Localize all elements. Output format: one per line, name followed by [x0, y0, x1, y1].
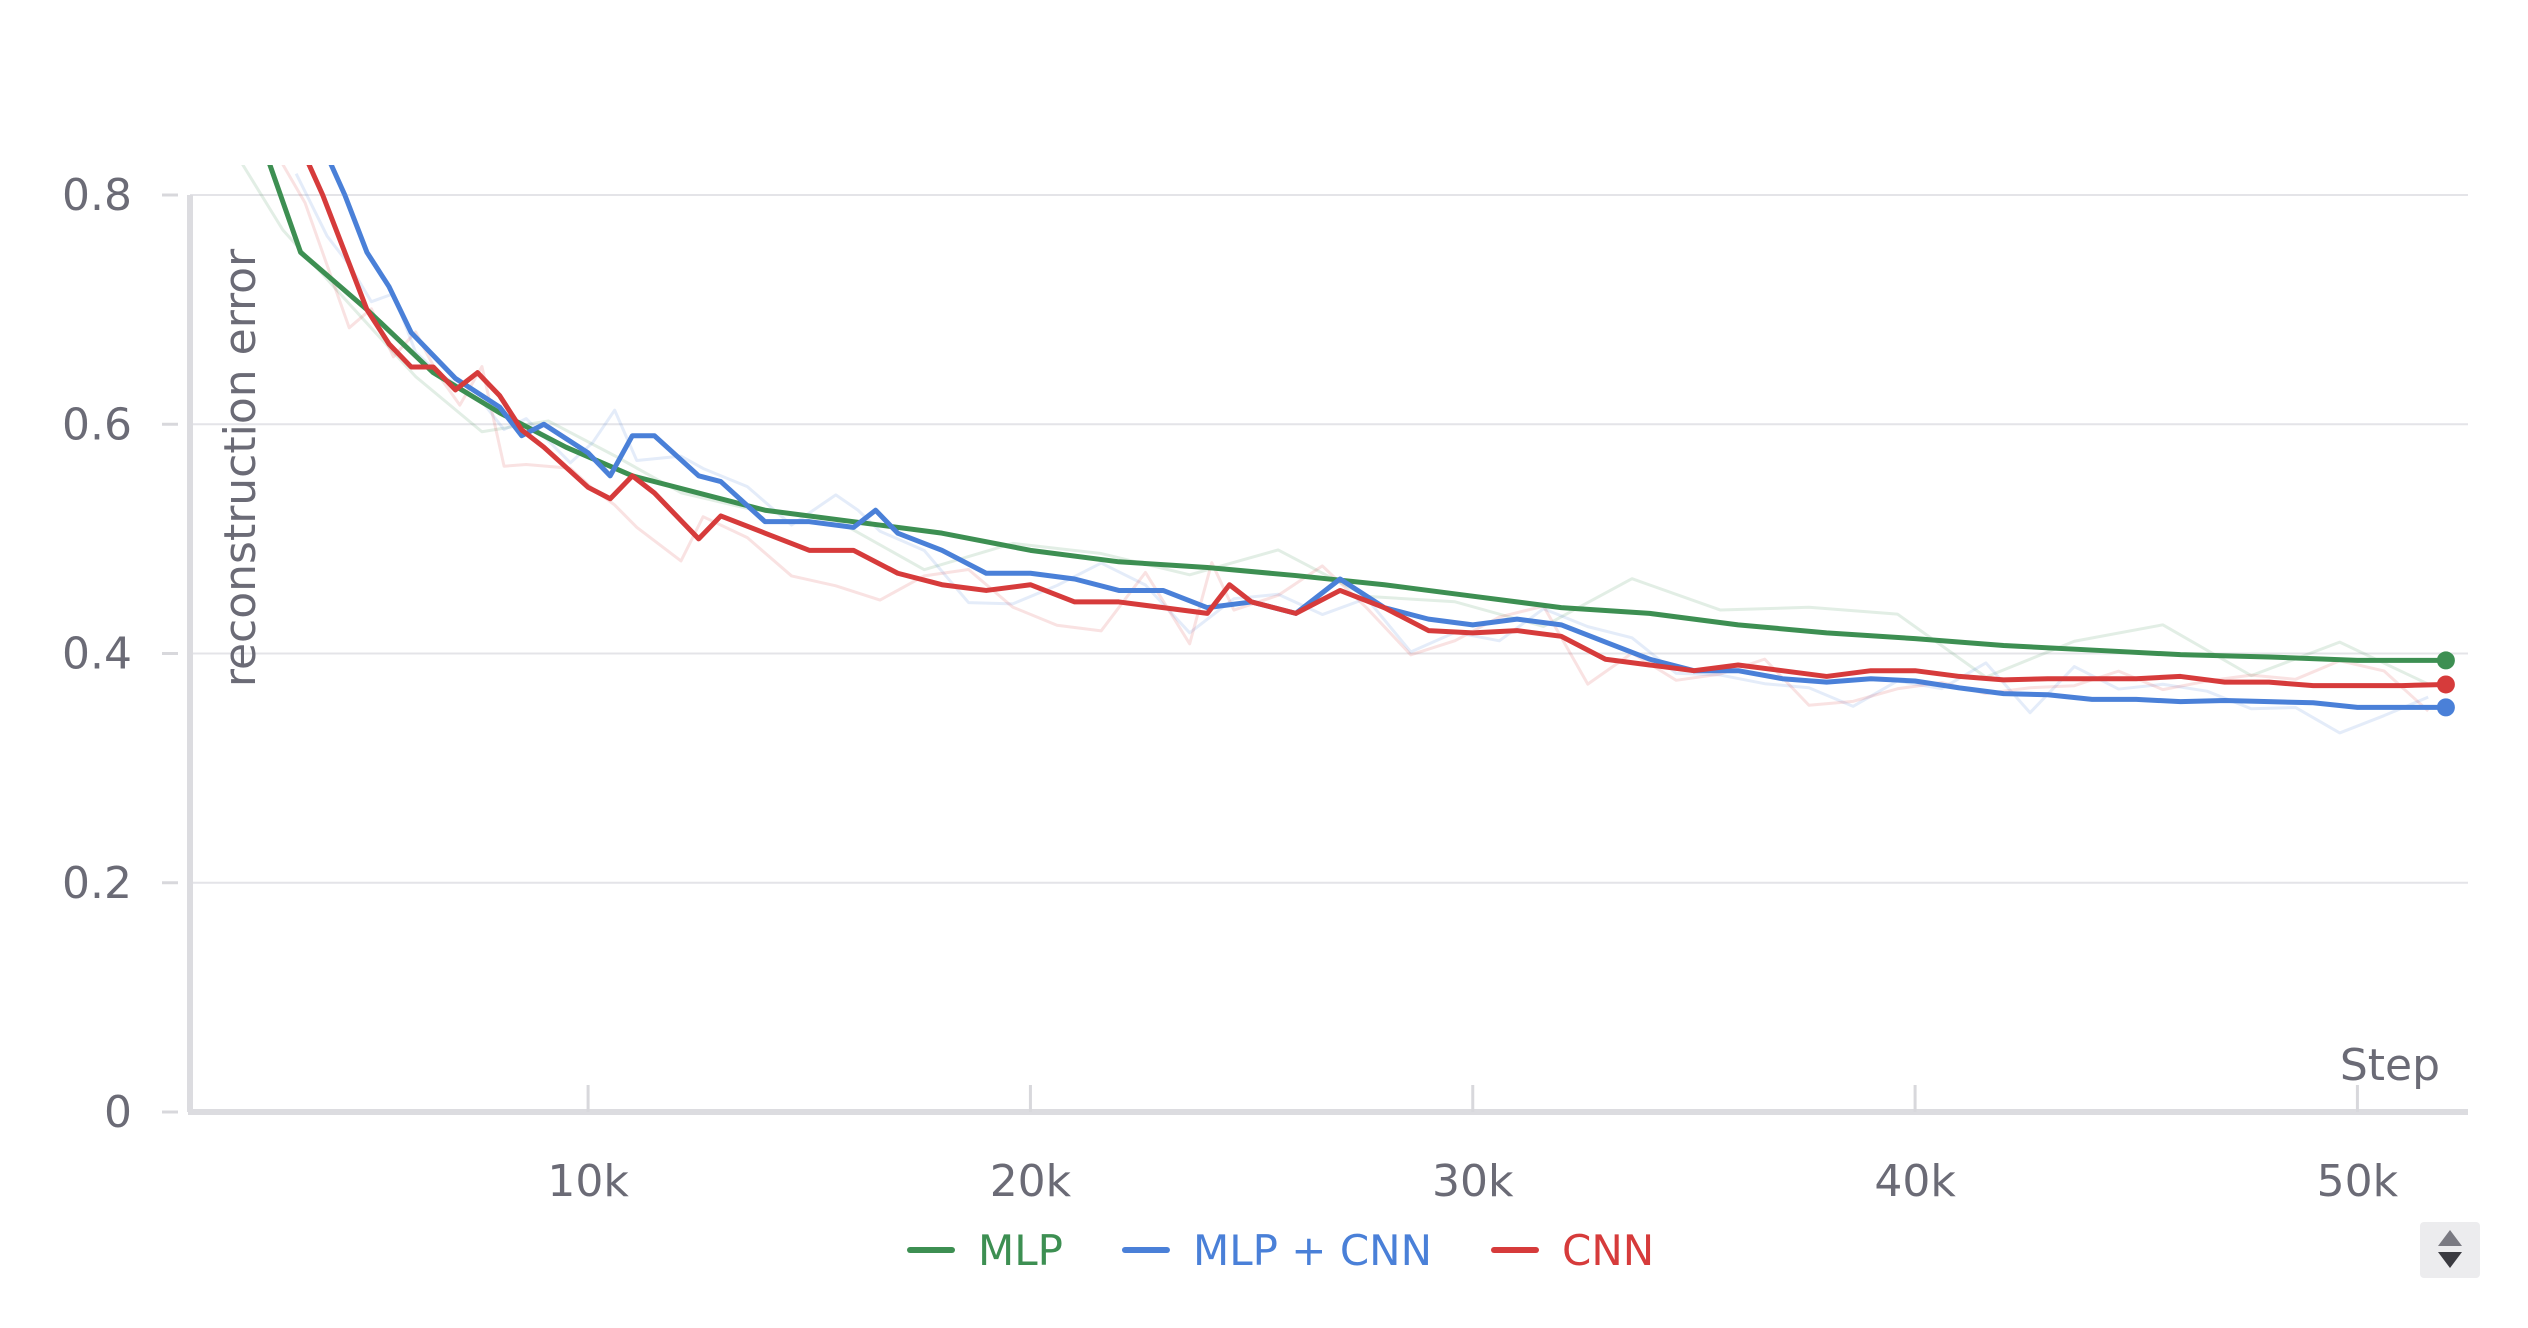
raw-line-0 — [241, 165, 2429, 686]
raw-line-1 — [294, 173, 2429, 735]
series-end-point-1 — [2436, 698, 2455, 717]
raw-line-2 — [281, 165, 2430, 713]
x-axis-title: Step — [2340, 1040, 2440, 1091]
legend-label: MLP + CNN — [1193, 1226, 1432, 1275]
series-lines — [267, 165, 2449, 710]
legend-label: MLP — [978, 1226, 1063, 1275]
y-tick-label: 0.2 — [62, 858, 132, 909]
y-tick-label: 0.4 — [62, 629, 132, 680]
legend-item-0[interactable]: MLP — [907, 1226, 1063, 1275]
y-axis-title: reconstruction error — [215, 248, 266, 687]
legend-page-stepper[interactable] — [2420, 1222, 2480, 1278]
grid-lines — [190, 194, 2468, 884]
series-end-point-0 — [2436, 651, 2455, 670]
x-tick-label: 40k — [1874, 1156, 1956, 1207]
series-line-1 — [328, 165, 2449, 710]
y-tick-label: 0.8 — [62, 170, 132, 221]
x-tick-label: 50k — [2317, 1156, 2399, 1207]
x-tick-label: 10k — [547, 1156, 629, 1207]
x-tick-label: 20k — [990, 1156, 1072, 1207]
y-tick-label: 0 — [104, 1087, 132, 1138]
series-line-0 — [267, 165, 2449, 663]
legend: MLP MLP + CNN CNN — [907, 1226, 1654, 1275]
x-tick-label: 30k — [1432, 1156, 1514, 1207]
y-tick-label: 0.6 — [62, 399, 132, 450]
arrow-down-icon[interactable] — [2438, 1252, 2462, 1268]
legend-item-1[interactable]: MLP + CNN — [1121, 1226, 1432, 1275]
series-line-2 — [306, 165, 2449, 689]
legend-item-2[interactable]: CNN — [1491, 1226, 1654, 1275]
axes: 0 0.2 0.4 0.6 0.8 10k 20k 30k 40k 50k Step reconstr… — [62, 170, 2468, 1207]
arrow-up-icon[interactable] — [2438, 1230, 2462, 1246]
legend-label: CNN — [1562, 1226, 1654, 1275]
series-end-point-2 — [2436, 675, 2455, 694]
